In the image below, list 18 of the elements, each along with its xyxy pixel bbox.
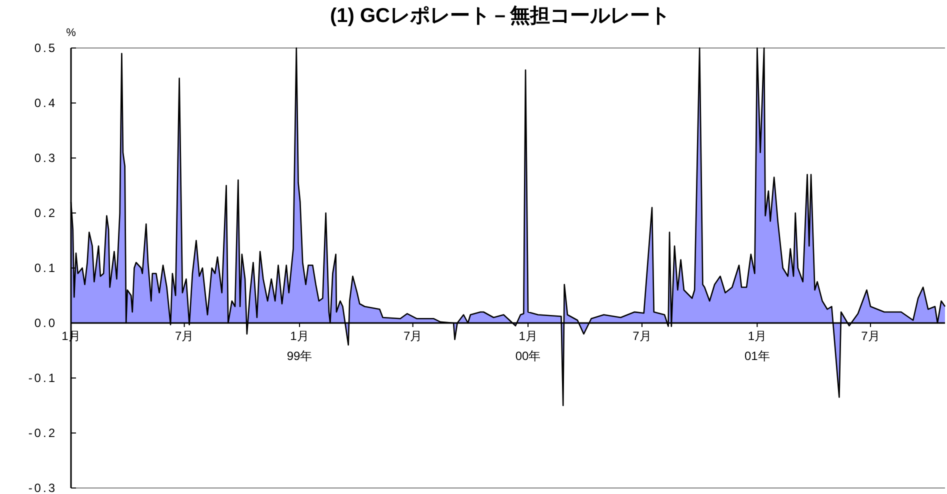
y-tick-label: 0.3 [34,151,57,165]
x-tick-label: 1月 99年 [286,329,312,363]
y-axis-title: % [66,27,76,39]
x-tick-label: 7月 [403,329,422,343]
y-tick-label: -0.3 [28,481,57,494]
x-tick-label: 7月 [174,329,194,343]
y-tick-label: 0.5 [34,41,57,55]
y-tick-label: 0.4 [34,96,57,110]
x-tick-label: 1月 01年 [744,329,770,363]
x-tick-label: 7月 [861,329,880,343]
y-tick-label: 0.2 [34,206,57,220]
y-tick-label: -0.2 [28,426,57,440]
x-tick-label: 1月 00年 [515,329,541,363]
x-tick-label: 7月 [632,329,652,343]
y-tick-label: 0.0 [34,316,57,330]
y-tick-label: -0.1 [28,371,57,385]
y-tick-label: 0.1 [34,261,57,275]
chart-title: (1) GCレポレート－無担コールレート [330,5,670,27]
